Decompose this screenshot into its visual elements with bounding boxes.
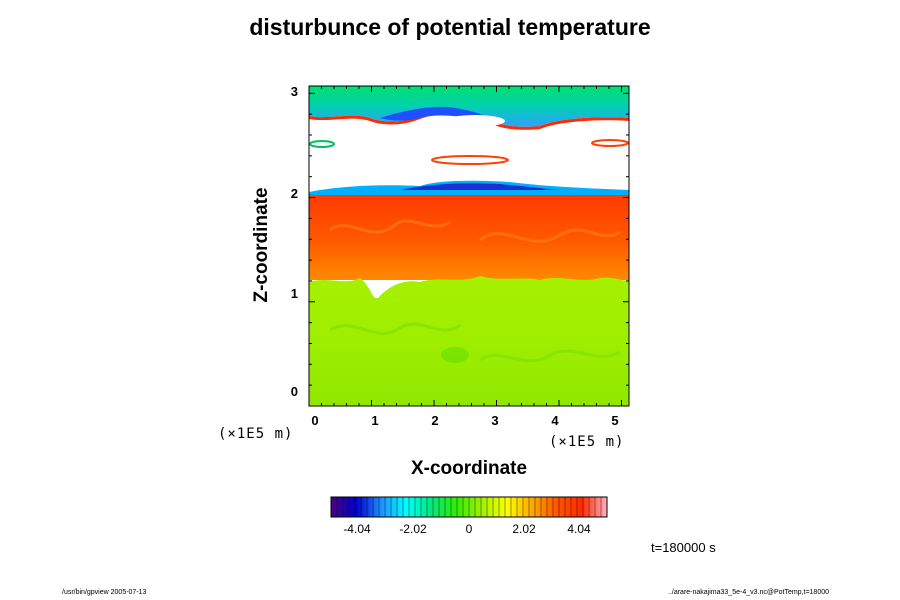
- middle-region: [309, 195, 629, 280]
- chart-title: disturbunce of potential temperature: [249, 14, 651, 40]
- mid-eddy-1: [431, 155, 509, 165]
- lower-region: [309, 276, 629, 406]
- colorbar-tick-label: -4.04: [343, 522, 371, 536]
- footer-right: ../arare-nakajima33_5e-4_v3.nc@PotTemp,t…: [668, 589, 830, 596]
- tick-marks: [308, 86, 629, 407]
- lower-patch: [441, 347, 469, 363]
- colorbar-tick-label: -2.02: [399, 522, 427, 536]
- time-label: t=180000 s: [651, 540, 716, 555]
- upper-white-patch-2: [309, 120, 334, 128]
- footer-left: /usr/bin/gpview 2005-07-13: [62, 589, 147, 596]
- field-layers: [309, 86, 629, 406]
- colorbar-tick-label: 2.02: [512, 522, 536, 536]
- x-tick-label: 2: [431, 413, 439, 428]
- upper-white-patch: [445, 115, 505, 127]
- colorbar-tick-label: 4.04: [567, 522, 591, 536]
- colorbar-tick-label: 0: [465, 522, 473, 536]
- y-axis-units: (×1E5 m): [218, 426, 294, 442]
- x-axis-label: X-coordinate: [410, 458, 528, 479]
- lower-swirl-2: [479, 349, 621, 363]
- mid-eddy-3: [309, 140, 335, 148]
- colorbar-dividers: [336, 497, 602, 517]
- middle-swirl-1: [329, 219, 451, 234]
- mid-eddy-2: [591, 139, 629, 147]
- y-tick-label: 2: [290, 186, 298, 201]
- upper-blue-patch: [380, 106, 500, 122]
- plot-frame: [308, 85, 630, 407]
- y-axis-label: Z-coordinate: [251, 187, 272, 303]
- y-tick-label: 3: [290, 84, 298, 99]
- x-tick-label: 1: [371, 413, 379, 428]
- x-tick-label: 3: [491, 413, 499, 428]
- x-tick-label: 0: [311, 413, 319, 428]
- interface-band-dark: [400, 183, 560, 190]
- upper-band-edge: [309, 111, 629, 130]
- middle-swirl-2: [479, 228, 621, 243]
- x-tick-label: 4: [551, 413, 559, 428]
- x-axis-units: (×1E5 m): [549, 434, 625, 450]
- lower-swirl-1: [329, 322, 461, 335]
- x-tick-label: 5: [611, 413, 619, 428]
- y-tick-label: 1: [290, 286, 298, 301]
- y-tick-label: 0: [290, 384, 298, 399]
